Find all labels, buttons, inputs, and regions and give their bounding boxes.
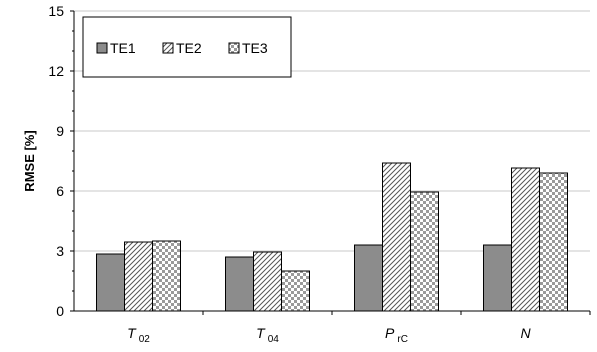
y-tick-label: 3 bbox=[56, 243, 64, 259]
category-subscript: 02 bbox=[139, 334, 151, 345]
y-tick-label: 15 bbox=[48, 3, 64, 19]
legend-swatch-te3 bbox=[228, 42, 240, 54]
bars bbox=[96, 162, 591, 315]
bar-te1-2 bbox=[354, 244, 383, 312]
bar-te1-1 bbox=[225, 256, 254, 312]
y-ticks: 0 3 6 9 12 15 bbox=[48, 3, 74, 319]
category-main: N bbox=[520, 325, 531, 341]
bar-te2-2 bbox=[382, 162, 411, 312]
y-axis-title: RMSE [%] bbox=[22, 130, 37, 191]
category-main: P bbox=[385, 325, 395, 341]
bar-te2-0 bbox=[124, 241, 153, 312]
bar-te3-3 bbox=[539, 172, 568, 312]
legend-label-te3: TE3 bbox=[242, 40, 268, 56]
category-main: T bbox=[127, 325, 137, 341]
legend-label-te1: TE1 bbox=[110, 40, 136, 56]
y-tick-label: 9 bbox=[56, 123, 64, 139]
x-category-label: N bbox=[520, 325, 531, 341]
category-subscript: rC bbox=[397, 334, 408, 345]
y-tick-label: 12 bbox=[48, 63, 64, 79]
bar-te3-2 bbox=[410, 191, 439, 312]
x-category-label: T 04 bbox=[256, 325, 279, 345]
y-tick-label: 0 bbox=[56, 303, 64, 319]
y-tick-label: 6 bbox=[56, 183, 64, 199]
legend-label-te2: TE2 bbox=[176, 40, 202, 56]
bar-te2-3 bbox=[511, 167, 540, 312]
x-category-label: T 02 bbox=[127, 325, 150, 345]
category-main: T bbox=[256, 325, 266, 341]
category-subscript: 04 bbox=[268, 334, 280, 345]
bar-te1-0 bbox=[96, 253, 125, 312]
bar-te2-1 bbox=[253, 251, 282, 312]
legend-swatch-te1 bbox=[96, 42, 108, 54]
legend-box bbox=[82, 16, 292, 78]
bar-te3-0 bbox=[152, 240, 181, 312]
legend-swatch-te2 bbox=[162, 42, 174, 54]
bar-te3-1 bbox=[281, 270, 310, 312]
legend: TE1 TE2 TE3 bbox=[82, 16, 292, 78]
bar-te1-3 bbox=[483, 244, 512, 312]
